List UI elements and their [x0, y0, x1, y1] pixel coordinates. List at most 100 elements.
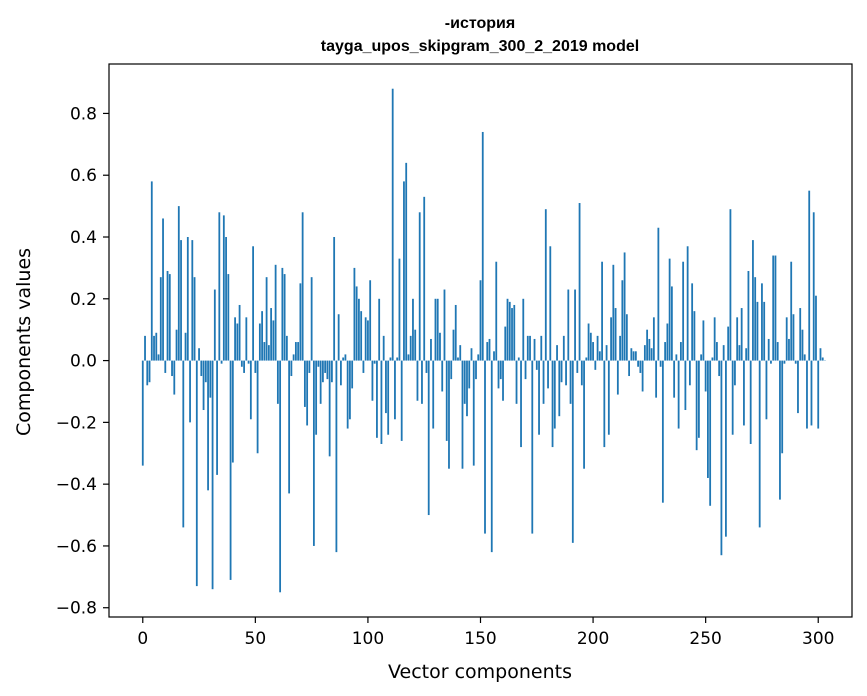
bar-130	[434, 298, 437, 361]
bars-group	[141, 88, 826, 593]
bar-24	[195, 360, 198, 587]
bar-254	[713, 317, 716, 361]
bar-269	[747, 270, 750, 361]
bar-267	[743, 360, 745, 426]
bar-266	[740, 308, 743, 361]
bar-290	[794, 360, 797, 364]
bar-231	[661, 360, 664, 503]
bar-191	[571, 360, 574, 543]
bar-174	[533, 338, 536, 361]
x-tick-label: 200	[577, 629, 609, 649]
bar-206	[605, 345, 608, 361]
bar-31	[211, 360, 214, 590]
bar-210	[614, 308, 617, 361]
bar-62	[281, 267, 284, 361]
bar-246	[695, 360, 698, 451]
bar-226	[650, 348, 653, 361]
bar-61	[279, 360, 282, 593]
bar-63	[283, 274, 286, 361]
bar-215	[625, 314, 628, 361]
bar-128	[430, 338, 432, 361]
bar-180	[547, 360, 549, 389]
bar-112	[394, 360, 396, 420]
bar-217	[630, 348, 633, 361]
bar-222	[641, 360, 644, 392]
bar-219	[634, 351, 637, 361]
bar-95	[355, 286, 358, 361]
bar-88	[340, 360, 342, 386]
bar-299	[815, 295, 817, 361]
bar-173	[531, 360, 534, 534]
bar-59	[274, 264, 277, 361]
bar-158	[497, 360, 500, 389]
bar-50	[254, 360, 257, 373]
bar-272	[754, 277, 757, 361]
bar-270	[749, 360, 752, 444]
bar-189	[567, 289, 570, 361]
x-ticks-group: 0 50 100 150 200 250 300	[137, 617, 834, 649]
y-axis-label: Components values	[13, 248, 35, 436]
bar-261	[729, 209, 732, 361]
bar-34	[218, 212, 221, 361]
bar-188	[565, 360, 567, 386]
bar-230	[659, 360, 662, 367]
bar-105	[378, 298, 381, 361]
bar-202	[596, 335, 599, 361]
bar-75	[310, 277, 313, 361]
bar-197	[585, 357, 588, 361]
bar-190	[569, 360, 572, 404]
bar-162	[506, 298, 509, 361]
bar-107	[382, 335, 385, 361]
bar-73	[306, 360, 309, 426]
bar-85	[333, 237, 336, 361]
bar-147	[472, 360, 475, 466]
bar-28	[204, 360, 207, 383]
bar-249	[702, 320, 705, 361]
bar-291	[797, 360, 799, 414]
bar-233	[666, 323, 669, 361]
x-tick-label: 250	[689, 629, 721, 649]
bar-29	[207, 360, 209, 491]
bar-169	[522, 298, 525, 361]
bar-239	[679, 342, 682, 361]
bar-260	[727, 326, 730, 361]
bar-298	[812, 212, 815, 361]
bar-26	[200, 360, 203, 377]
chart-title: -история	[445, 15, 515, 32]
chart-subtitle: tayga_upos_skipgram_300_2_2019 model	[321, 38, 639, 55]
bar-41	[234, 317, 236, 361]
bar-9	[162, 218, 164, 361]
bar-225	[648, 338, 651, 361]
bar-155	[490, 360, 493, 553]
bar-281	[774, 255, 777, 361]
bar-137	[450, 360, 453, 380]
bar-213	[621, 280, 624, 361]
bar-47	[247, 360, 250, 364]
bar-286	[785, 317, 788, 361]
bar-149	[477, 354, 480, 361]
bar-223	[643, 345, 646, 361]
bar-89	[342, 357, 345, 361]
bar-208	[610, 317, 612, 361]
bar-235	[670, 286, 673, 361]
bar-171	[526, 335, 529, 361]
bar-293	[801, 329, 804, 361]
bar-145	[468, 360, 471, 389]
bar-93	[351, 360, 354, 389]
bar-52	[258, 323, 261, 361]
bar-164	[511, 308, 513, 361]
bar-110	[389, 357, 392, 361]
bar-135	[445, 360, 448, 441]
bar-106	[380, 360, 383, 444]
bar-148	[475, 360, 477, 380]
bar-70	[299, 283, 302, 361]
bar-258	[722, 345, 725, 361]
bar-60	[276, 360, 279, 404]
bar-248	[700, 354, 703, 361]
bar-119	[409, 335, 412, 361]
bar-27	[202, 360, 205, 411]
bar-38	[227, 274, 230, 361]
bar-120	[412, 298, 414, 361]
bar-152	[484, 360, 486, 534]
bar-214	[623, 252, 626, 361]
